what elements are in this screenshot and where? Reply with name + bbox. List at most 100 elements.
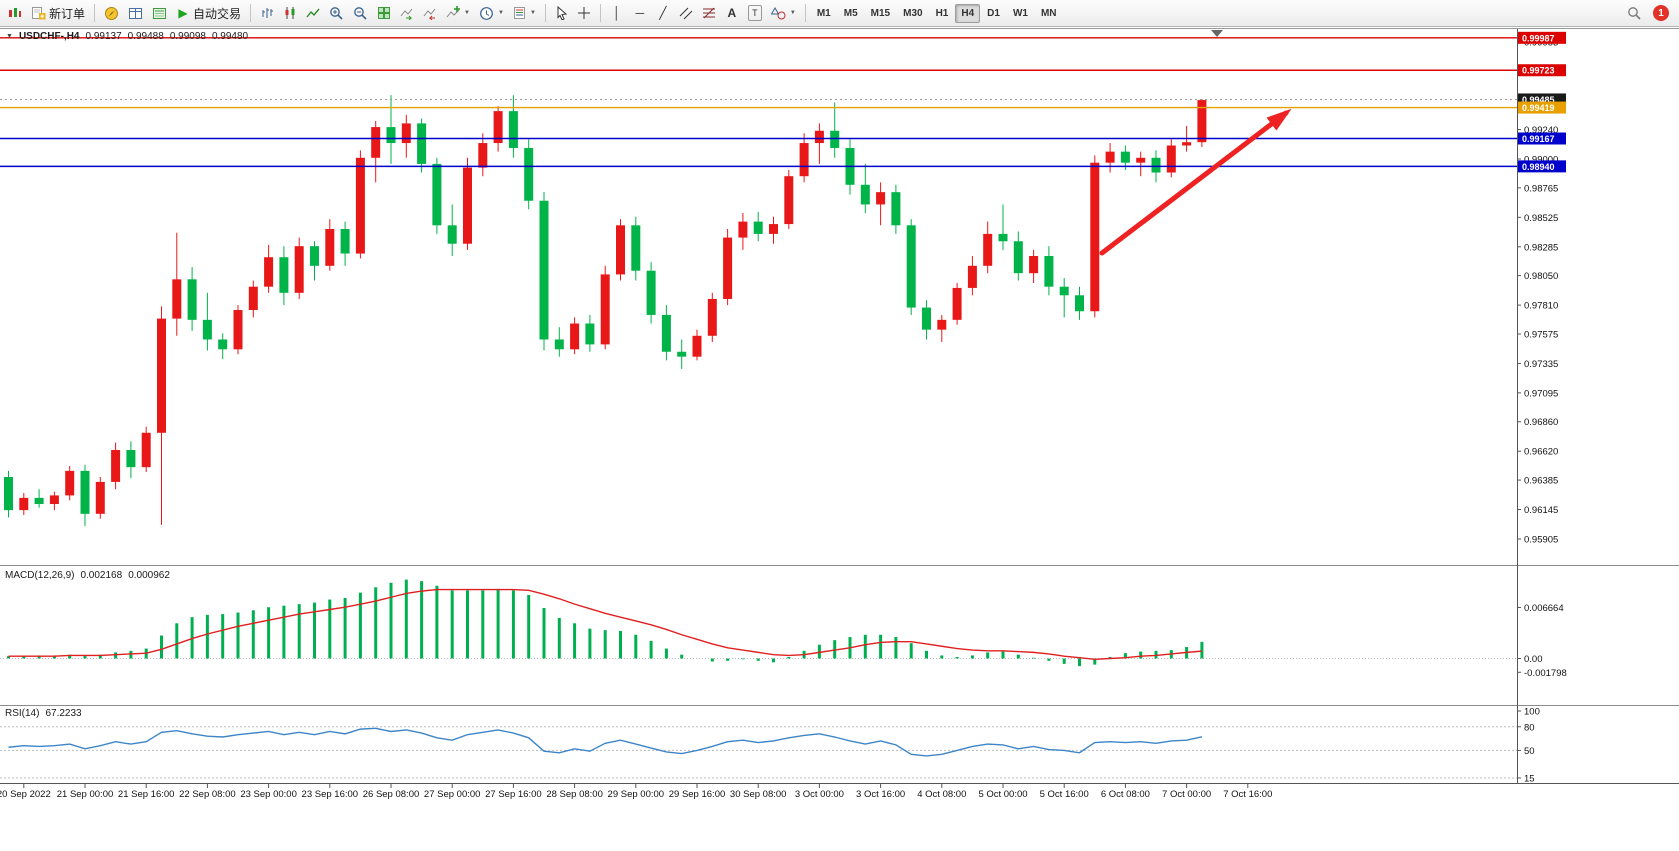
svg-text:20 Sep 2022: 20 Sep 2022: [0, 789, 51, 800]
ohlc-low: 0.99098: [169, 31, 206, 42]
macd-main-value: 0.002168: [80, 570, 123, 581]
fibonacci-tool[interactable]: [698, 3, 720, 24]
play-icon: ▶: [178, 6, 188, 20]
trendline-tool[interactable]: ╱: [652, 3, 674, 24]
ohlc-close: 0.99480: [211, 31, 249, 42]
indicators-button[interactable]: ▼: [442, 3, 474, 24]
templates-button[interactable]: ▼: [509, 3, 540, 24]
tile-windows-icon: [378, 7, 391, 19]
svg-text:7 Oct 16:00: 7 Oct 16:00: [1223, 789, 1272, 800]
svg-text:0.98940: 0.98940: [1522, 162, 1555, 172]
market-watch-icon: [129, 7, 143, 19]
notification-badge[interactable]: 1: [1653, 5, 1669, 21]
candlestick-chart-button[interactable]: [279, 3, 301, 24]
metaeditor-button[interactable]: [100, 3, 123, 24]
data-window-button[interactable]: [148, 3, 171, 24]
toolbar-separator: [250, 4, 252, 22]
macd-indicator-label: MACD(12,26,9) 0.002168 0.000962: [5, 570, 170, 581]
timeframe-mn[interactable]: MN: [1035, 4, 1063, 23]
new-order-button[interactable]: 新订单: [27, 3, 89, 24]
svg-text:23 Sep 00:00: 23 Sep 00:00: [240, 789, 297, 800]
market-watch-button[interactable]: [124, 3, 147, 24]
new-order-label: 新订单: [49, 6, 86, 21]
autotrading-button[interactable]: ▶ 自动交易: [172, 3, 245, 24]
timeframe-m15[interactable]: M15: [865, 4, 896, 23]
svg-text:0.99419: 0.99419: [1522, 103, 1555, 113]
toolbar: 新订单 ▶ 自动交易 ▼ ▼: [0, 0, 1679, 27]
svg-text:27 Sep 00:00: 27 Sep 00:00: [424, 789, 481, 800]
text-tool[interactable]: A: [721, 3, 743, 24]
svg-text:0.97575: 0.97575: [1524, 329, 1558, 340]
timeframe-d1[interactable]: D1: [981, 4, 1006, 23]
timeframe-w1[interactable]: W1: [1007, 4, 1034, 23]
svg-text:0.99485: 0.99485: [1522, 95, 1555, 105]
channel-icon: [679, 7, 693, 20]
svg-text:0.96620: 0.96620: [1524, 447, 1558, 458]
chevron-down-icon: ▼: [529, 10, 536, 16]
svg-text:23 Sep 16:00: 23 Sep 16:00: [302, 789, 359, 800]
macd-signal-value: 0.000962: [128, 570, 170, 581]
svg-text:0.00: 0.00: [1524, 654, 1543, 665]
channel-tool[interactable]: [675, 3, 697, 24]
crosshair-button[interactable]: [573, 3, 595, 24]
bar-chart-button[interactable]: [256, 3, 278, 24]
svg-text:30 Sep 08:00: 30 Sep 08:00: [730, 789, 787, 800]
chevron-down-icon: ▼: [789, 10, 796, 16]
svg-text:80: 80: [1524, 722, 1535, 733]
svg-text:22 Sep 08:00: 22 Sep 08:00: [179, 789, 236, 800]
svg-text:5 Oct 00:00: 5 Oct 00:00: [978, 789, 1027, 800]
horizontal-line-tool[interactable]: ─: [629, 3, 651, 24]
cursor-icon: [557, 6, 568, 20]
svg-text:0.96145: 0.96145: [1524, 505, 1558, 516]
rsi-layer: 100 80 50 15: [0, 707, 1540, 784]
zoom-in-icon: [330, 6, 343, 20]
svg-text:26 Sep 08:00: 26 Sep 08:00: [363, 789, 420, 800]
svg-text:0.98050: 0.98050: [1524, 271, 1558, 282]
line-chart-button[interactable]: [302, 3, 324, 24]
indicators-icon: [446, 6, 461, 18]
search-icon: [1628, 6, 1641, 20]
label-tool[interactable]: T: [744, 3, 766, 24]
svg-text:27 Sep 16:00: 27 Sep 16:00: [485, 789, 542, 800]
levels-layer: [0, 37, 1517, 168]
zoom-in-button[interactable]: [325, 3, 348, 24]
periods-button[interactable]: ▼: [475, 3, 508, 24]
symbol-marker-icon: ▼: [6, 33, 13, 40]
svg-text:0.99987: 0.99987: [1522, 33, 1555, 43]
svg-text:0.006664: 0.006664: [1524, 603, 1564, 614]
svg-text:29 Sep 00:00: 29 Sep 00:00: [608, 789, 665, 800]
tile-windows-button[interactable]: [373, 3, 395, 24]
chart-shift-button[interactable]: [419, 3, 441, 24]
timeframe-h4[interactable]: H4: [955, 3, 981, 23]
text-tool-label: A: [727, 6, 737, 20]
auto-scroll-button[interactable]: [396, 3, 418, 24]
chart-shift-icon: [423, 8, 436, 20]
timeframe-h1[interactable]: H1: [930, 4, 955, 23]
macd-layer: 0.006664 0.00 -0.001798: [0, 579, 1567, 679]
shapes-button[interactable]: ▼: [767, 3, 800, 24]
chevron-down-icon: ▼: [497, 10, 504, 16]
svg-text:15: 15: [1524, 773, 1535, 784]
price-axis: 0.999530.992400.990000.987650.985250.982…: [1517, 31, 1566, 545]
timeframe-m5[interactable]: M5: [838, 4, 864, 23]
svg-text:50: 50: [1524, 746, 1535, 757]
cursor-button[interactable]: [551, 3, 572, 24]
rsi-indicator-label: RSI(14) 67.2233: [5, 708, 82, 719]
vertical-line-tool[interactable]: │: [606, 3, 628, 24]
timeframe-m1[interactable]: M1: [811, 4, 837, 23]
candlestick-chart-icon: [285, 7, 295, 19]
search-button[interactable]: [1623, 3, 1646, 24]
svg-text:0.98525: 0.98525: [1524, 213, 1558, 224]
clock-icon: [480, 6, 493, 20]
crosshair-icon: [577, 7, 590, 19]
toolbar-separator: [94, 4, 96, 22]
fibonacci-icon: [702, 7, 715, 19]
timeframe-m30[interactable]: M30: [897, 4, 928, 23]
zoom-out-button[interactable]: [349, 3, 372, 24]
svg-text:0.99167: 0.99167: [1522, 134, 1555, 144]
svg-text:0.96385: 0.96385: [1524, 476, 1558, 487]
svg-text:5 Oct 16:00: 5 Oct 16:00: [1040, 789, 1089, 800]
svg-text:0.96860: 0.96860: [1524, 417, 1558, 428]
